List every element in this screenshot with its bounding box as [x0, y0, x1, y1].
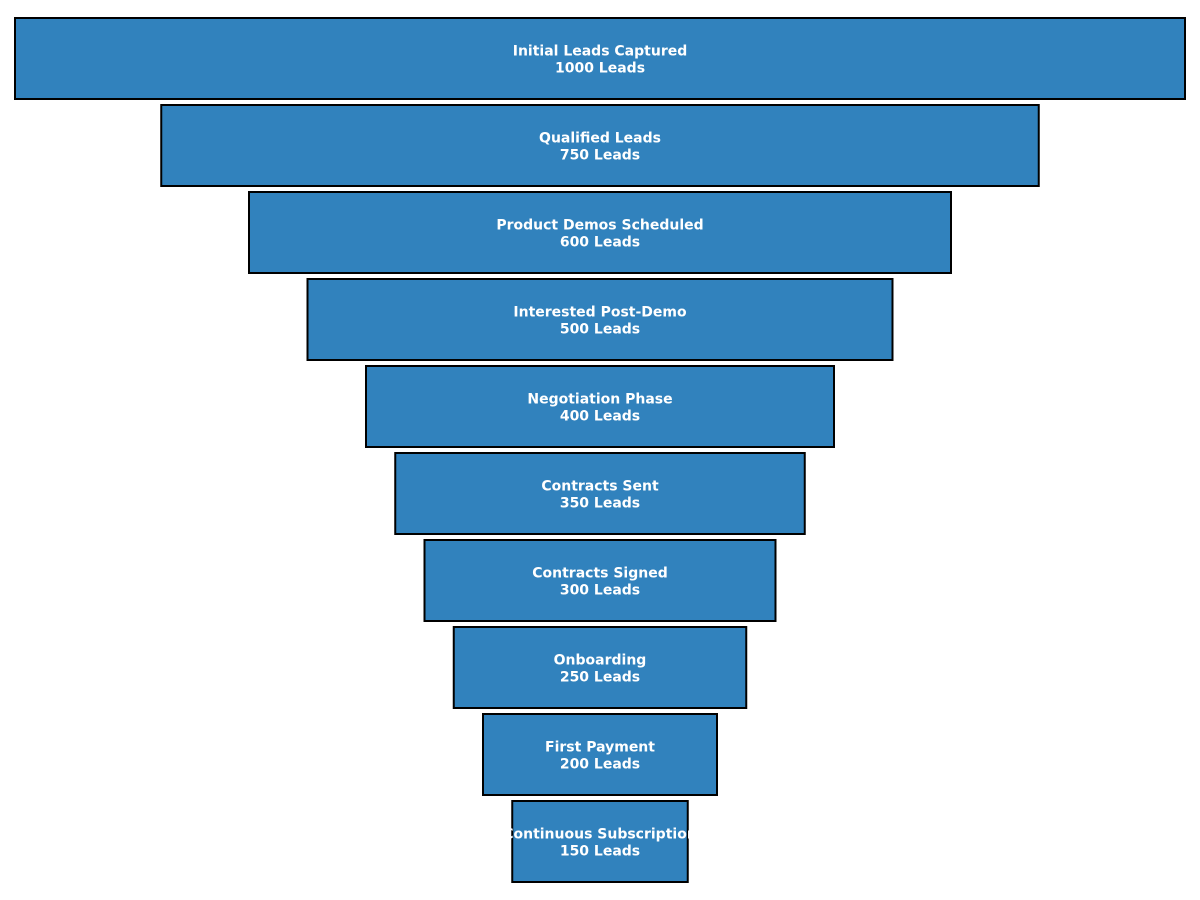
funnel-bars: [14, 17, 1186, 883]
funnel-stage-bar-4: [306, 278, 894, 361]
funnel-stage-value-4: 500 Leads: [560, 322, 640, 338]
funnel-stage-name-7: Contracts Signed: [532, 566, 668, 582]
funnel-stage-bar-7: [423, 539, 777, 622]
funnel-stage-name-3: Product Demos Scheduled: [496, 218, 703, 234]
funnel-stage-value-2: 750 Leads: [560, 148, 640, 164]
funnel-stage-value-8: 250 Leads: [560, 670, 640, 686]
funnel-stage-value-3: 600 Leads: [560, 235, 640, 251]
funnel-stage-value-5: 400 Leads: [560, 409, 640, 425]
funnel-stage-value-1: 1000 Leads: [555, 61, 645, 77]
funnel-stage-bar-6: [394, 452, 806, 535]
funnel-stage-bar-5: [365, 365, 835, 448]
funnel-stage-bar-10: [511, 800, 689, 883]
funnel-stage-name-2: Qualified Leads: [539, 131, 661, 147]
funnel-stage-bar-2: [160, 104, 1040, 187]
funnel-stage-value-10: 150 Leads: [560, 844, 640, 860]
funnel-stage-name-4: Interested Post-Demo: [513, 305, 687, 321]
funnel-stage-value-6: 350 Leads: [560, 496, 640, 512]
funnel-stage-name-5: Negotiation Phase: [527, 392, 672, 408]
funnel-stage-name-9: First Payment: [545, 740, 655, 756]
funnel-stage-name-1: Initial Leads Captured: [513, 44, 688, 60]
funnel-stage-value-9: 200 Leads: [560, 757, 640, 773]
funnel-stage-bar-8: [452, 626, 748, 709]
funnel-stage-value-7: 300 Leads: [560, 583, 640, 599]
funnel-stage-name-8: Onboarding: [554, 653, 647, 669]
funnel-stage-bar-1: [14, 17, 1186, 100]
funnel-stage-name-6: Contracts Sent: [541, 479, 659, 495]
funnel-stage-bar-3: [248, 191, 952, 274]
funnel-stage-bar-9: [482, 713, 718, 796]
funnel-stage-name-10: Continuous Subscription: [503, 827, 697, 843]
